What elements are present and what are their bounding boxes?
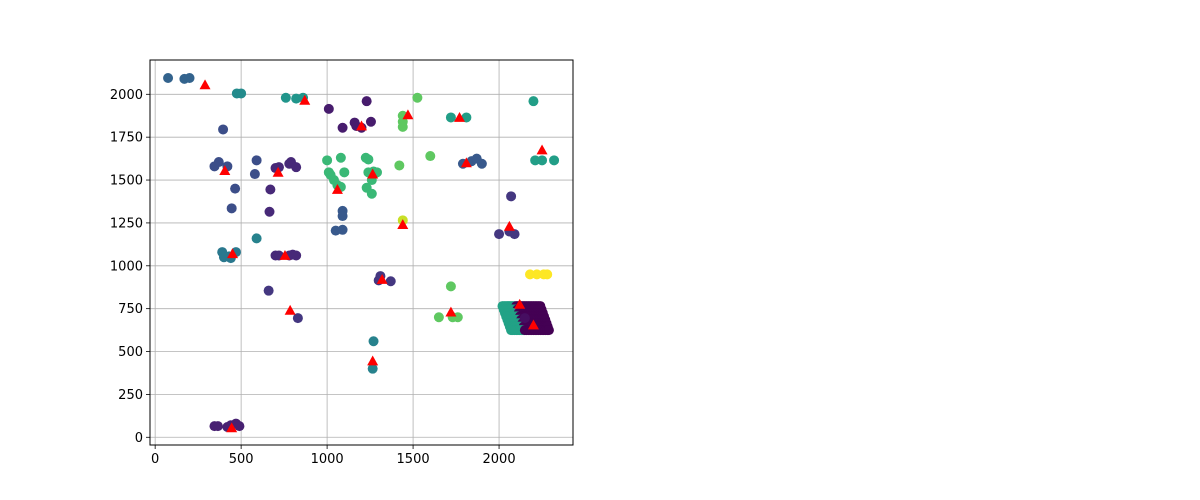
scatter-point	[337, 122, 348, 133]
scatter-point	[531, 269, 542, 280]
triangle-marker	[367, 355, 379, 366]
triangle-marker	[199, 79, 211, 90]
scatter-point	[476, 158, 487, 169]
triangle-marker	[219, 165, 231, 176]
scatter-point	[265, 184, 276, 195]
scatter-point	[397, 121, 408, 132]
scatter-point	[218, 124, 229, 135]
scatter-point	[234, 421, 245, 432]
triangle-marker	[272, 166, 284, 177]
y-tick-label: 500	[118, 345, 143, 360]
scatter-point	[323, 103, 334, 114]
y-tick-label: 1500	[110, 174, 143, 189]
scatter-point	[519, 313, 530, 324]
scatter-point	[251, 233, 262, 244]
scatter-point	[412, 92, 423, 103]
x-tick-label: 500	[229, 452, 254, 467]
triangle-marker	[279, 250, 291, 260]
scatter-point	[292, 313, 303, 324]
scatter-point	[230, 183, 241, 194]
scatter-point	[525, 269, 536, 280]
scatter-point	[337, 224, 348, 235]
triangle-marker	[445, 306, 457, 317]
scatter-point	[367, 363, 378, 374]
scatter-point	[291, 250, 302, 261]
scatter-point	[361, 96, 372, 107]
scatter-point	[163, 73, 174, 84]
scatter-point	[433, 312, 444, 323]
scatter-point	[366, 188, 377, 199]
scatter-point	[249, 169, 260, 180]
scatter-point	[542, 269, 553, 280]
triangle-marker	[226, 422, 238, 433]
scatter-point	[506, 191, 517, 202]
triangle-marker	[527, 319, 539, 330]
triangle-marker	[331, 183, 343, 194]
scatter-point	[530, 155, 541, 166]
scatter-point	[549, 155, 560, 166]
scatter-point	[322, 155, 333, 166]
scatter-point	[394, 160, 405, 171]
scatter-point	[212, 421, 223, 432]
scatter-point	[273, 162, 284, 173]
scatter-point	[494, 229, 505, 240]
scatter-point	[445, 281, 456, 292]
scatter-point	[291, 162, 302, 173]
y-tick-label: 1750	[110, 131, 143, 146]
scatter-point	[425, 151, 436, 162]
triangle-marker	[454, 111, 466, 122]
triangle-marker	[536, 144, 548, 155]
axes-frame	[149, 59, 574, 446]
y-tick-label: 750	[118, 302, 143, 317]
x-tick-label: 0	[151, 452, 159, 467]
plot-area: 0 500 1000 1500 2000 0 250 500 750 1000 1250 1500 17…	[110, 59, 574, 467]
y-tick-label: 2000	[110, 88, 143, 103]
scatter-point	[264, 206, 275, 217]
triangle-marker	[514, 298, 526, 309]
scatter-point	[335, 152, 346, 163]
scatter-point	[226, 203, 237, 214]
scatter-point	[537, 155, 548, 166]
x-tick-label: 1000	[311, 452, 344, 467]
triangle-marker	[503, 220, 515, 231]
band-point	[543, 325, 554, 336]
scatter-point	[184, 73, 195, 84]
scatter-point	[368, 336, 379, 347]
scatter-point	[251, 155, 262, 166]
triangle-marker	[299, 94, 311, 105]
x-tick-label: 2000	[483, 452, 516, 467]
triangle-marker	[227, 248, 239, 259]
scatter-point	[445, 112, 456, 123]
triangle-marker	[376, 274, 388, 284]
scatter-point	[365, 116, 376, 127]
triangle-marker	[284, 304, 296, 315]
triangle-marker	[402, 109, 414, 120]
scatter-point	[236, 88, 247, 99]
scatter-point	[509, 229, 520, 240]
x-tick-label: 1500	[397, 452, 430, 467]
scatter-point	[337, 211, 348, 222]
scatter-point	[363, 154, 374, 165]
scatter-point	[280, 92, 291, 103]
triangle-marker	[460, 157, 472, 168]
triangle-marker	[397, 219, 409, 230]
y-tick-label: 250	[118, 388, 143, 403]
triangle-marker	[367, 168, 379, 179]
scatter-point	[339, 167, 350, 178]
y-tick-label: 1250	[110, 216, 143, 231]
triangle-marker	[356, 120, 367, 131]
y-tick-label: 1000	[110, 259, 143, 274]
scatter-point	[385, 276, 396, 287]
scatter-point	[263, 285, 274, 296]
scatter-point	[213, 157, 224, 168]
y-tick-label: 0	[135, 431, 143, 446]
scatter-point	[528, 96, 539, 107]
